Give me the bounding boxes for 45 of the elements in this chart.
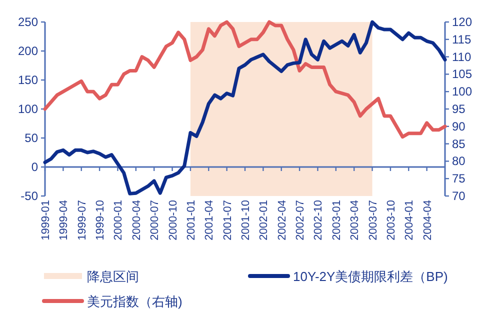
x-tick-label: 2002-01 [258,200,270,240]
y2-tick-label: 95 [452,102,466,116]
y-tick-label: 50 [24,131,38,145]
y2-tick-label: 115 [452,32,472,46]
y2-tick-label: 85 [452,136,466,151]
x-tick-label: 2003-07 [367,200,380,240]
x-tick-label: 2004-01 [404,200,416,240]
y2-tick-label: 90 [452,119,466,134]
y2-tick-label: 75 [452,172,466,186]
x-tick-label: 2001-04 [204,200,216,240]
x-tick-label: 2000-07 [149,200,162,240]
x-tick-label: 1999-10 [94,200,107,240]
x-tick-label: 2003-01 [330,200,343,240]
legend-label: 美元指数（右轴) [87,294,182,309]
line-series [43,20,447,196]
x-tick-label: 1999-04 [58,200,70,240]
y-tick-label: 0 [31,160,38,174]
x-tick-label: 2003-10 [385,200,398,240]
x-tick-label: 2002-07 [294,200,307,240]
x-tick-label: 2000-04 [130,200,143,240]
legend-label: 降息区间 [87,269,139,284]
x-tick-label: 2003-04 [349,200,362,240]
y2-tick-label: 120 [452,15,472,29]
y2-tick-label: 100 [452,84,472,99]
y-tick-label: 150 [18,73,38,87]
x-tick-label: 2002-10 [312,200,325,240]
x-tick-label: 1999-01 [40,200,52,240]
x-tick-label: 2001-01 [185,200,198,240]
y-tick-label: 250 [18,15,38,29]
x-tick-label: 2001-10 [240,200,252,240]
x-tick-label: 2001-07 [222,200,234,240]
y2-tick-label: 105 [452,67,472,82]
x-tick-label: 2004-04 [422,200,434,240]
y-tick-label: 200 [18,44,38,58]
y-tick-label: 100 [18,102,38,116]
x-tick-label: 1999-07 [76,200,88,240]
y-tick-label: -50 [20,189,38,203]
x-tick-label: 2000-01 [112,200,125,240]
y2-tick-label: 70 [452,189,466,203]
y2-tick-label: 110 [452,50,472,64]
y2-tick-label: 80 [452,154,466,168]
line-series [43,20,447,139]
x-tick-label: 2002-04 [276,200,288,240]
x-tick-label: 2000-10 [167,200,180,240]
legend-label: 10Y-2Y美债期限利差（BP) [293,269,448,284]
